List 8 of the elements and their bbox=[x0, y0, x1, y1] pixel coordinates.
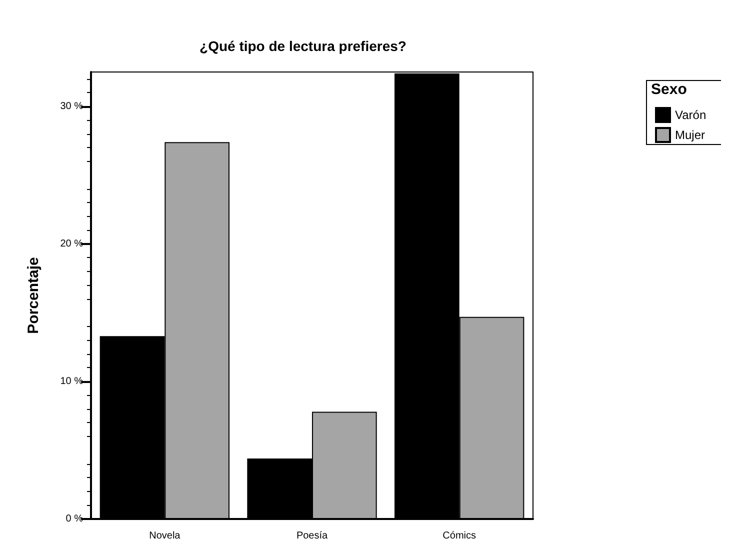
chart-title: ¿Qué tipo de lectura prefieres? bbox=[200, 38, 406, 54]
legend-label: Mujer bbox=[675, 128, 706, 142]
x-tick-label: Novela bbox=[149, 530, 181, 542]
y-axis-title: Porcentaje bbox=[25, 257, 42, 334]
legend-label: Varón bbox=[675, 108, 706, 122]
legend-title: Sexo bbox=[651, 81, 687, 98]
x-tick-label: Cómics bbox=[442, 530, 476, 542]
x-tick-label: Poesía bbox=[296, 530, 328, 542]
